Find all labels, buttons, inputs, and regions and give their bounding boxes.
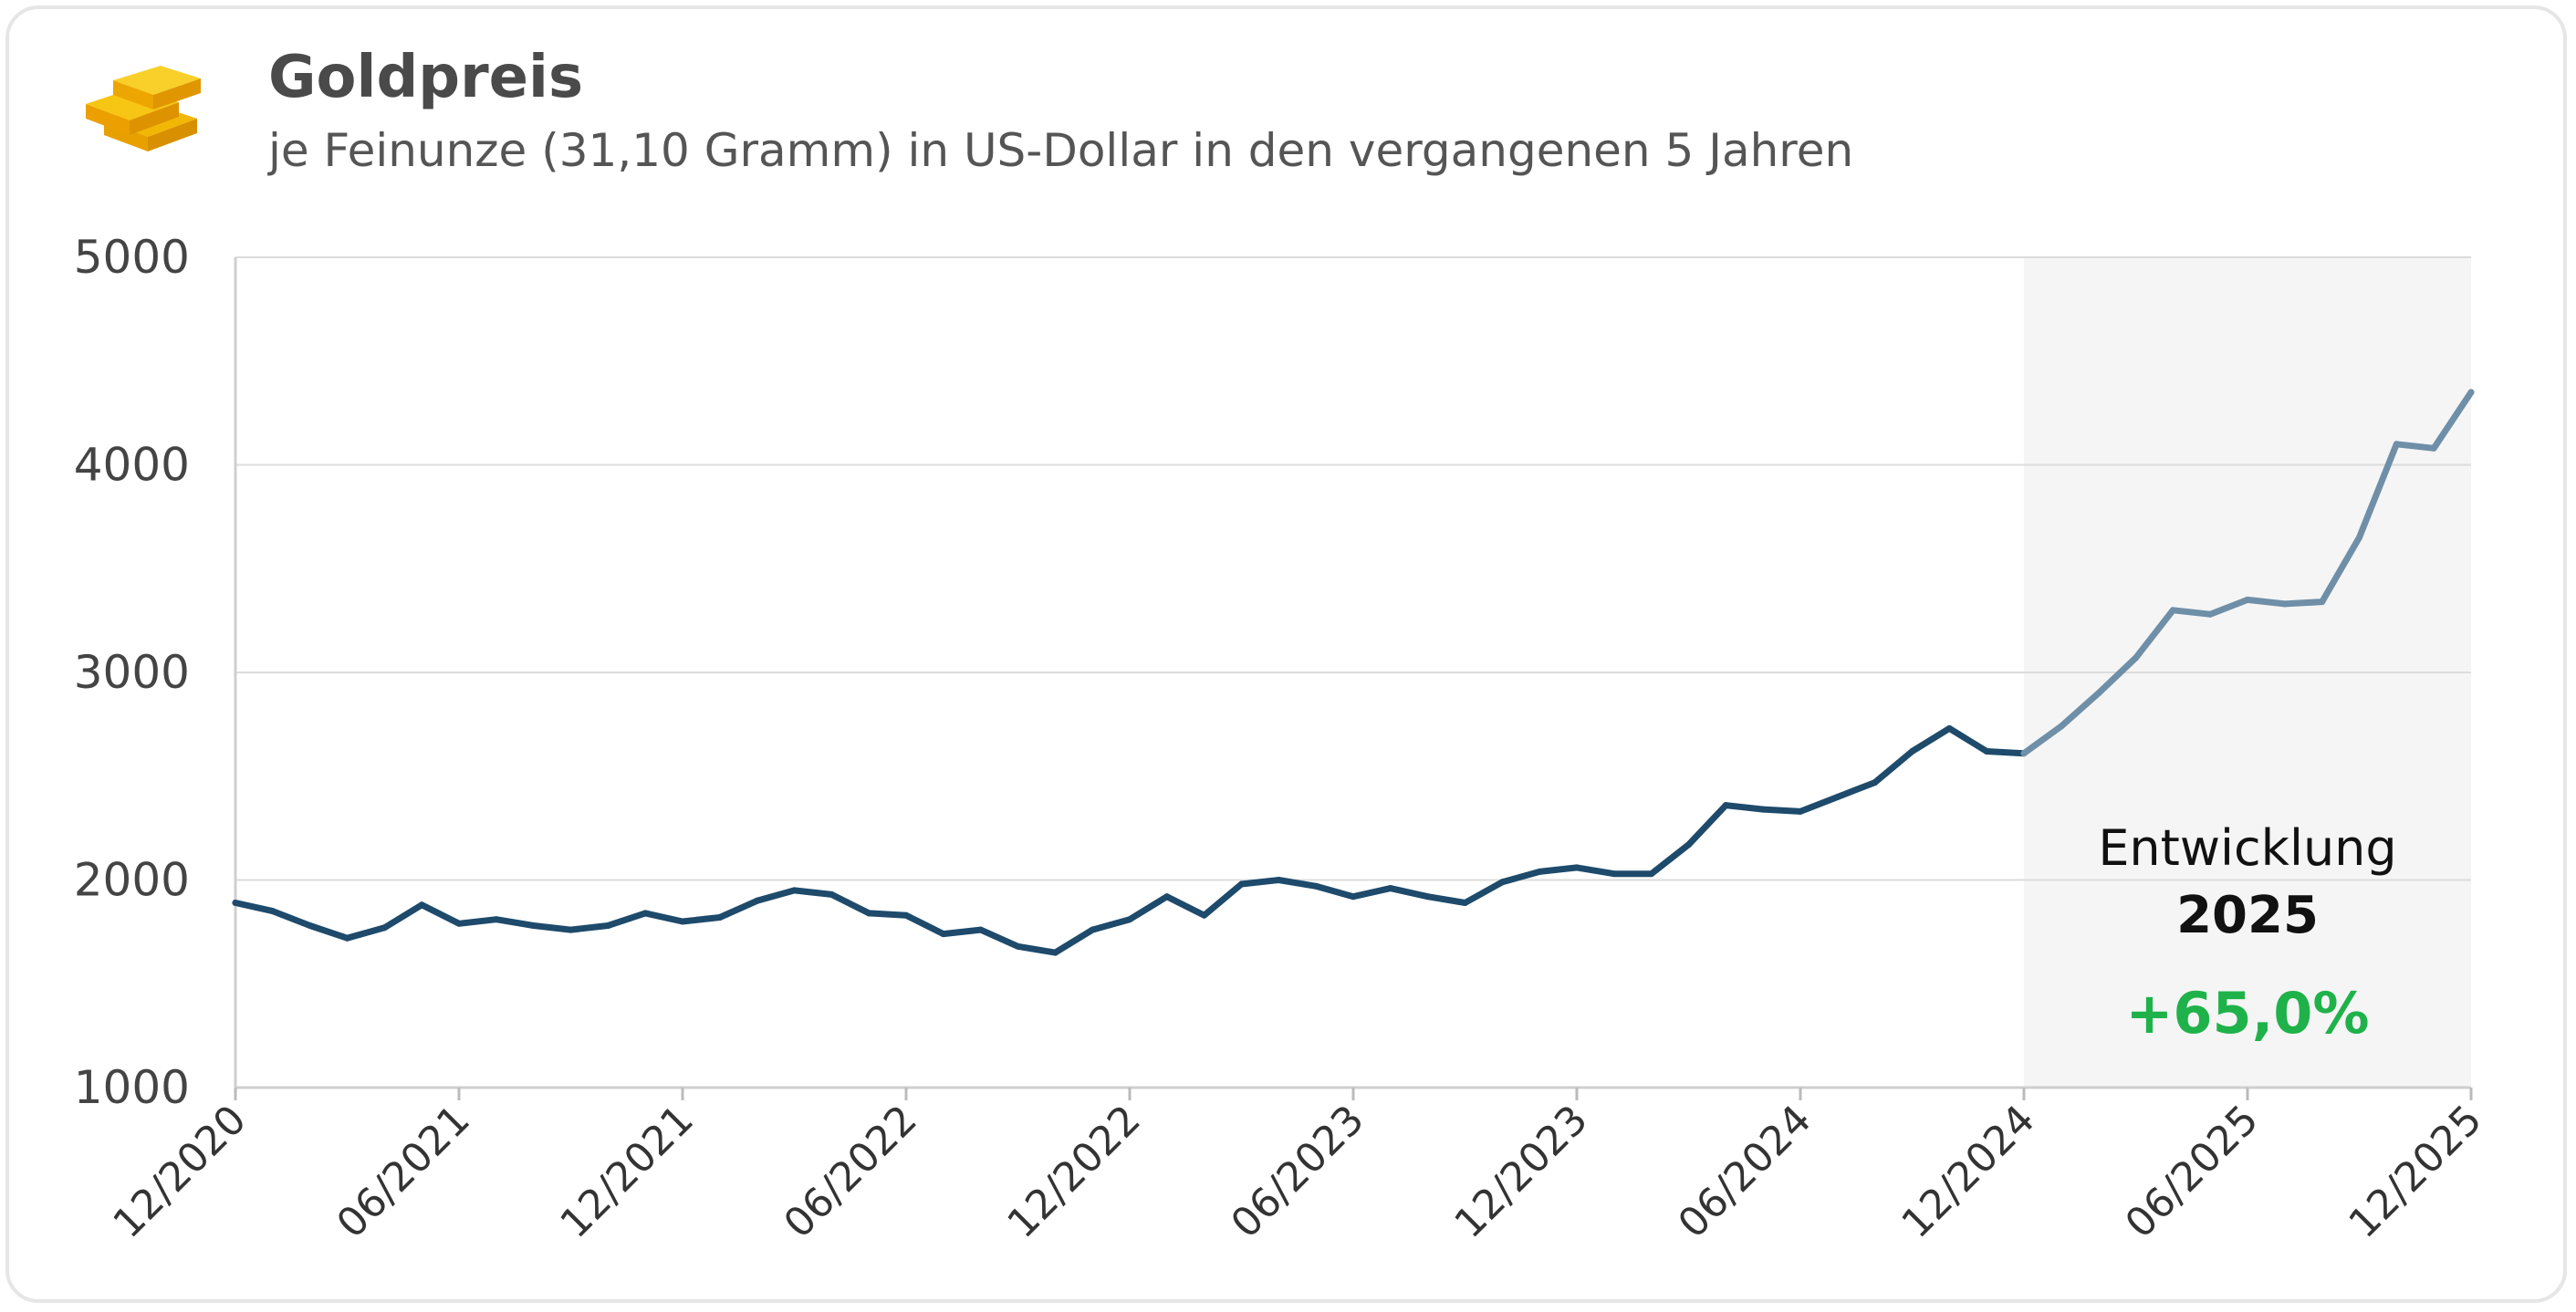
data-point: [418, 901, 425, 909]
data-point: [530, 922, 537, 929]
data-point: [1015, 942, 1021, 950]
data-point: [2356, 534, 2362, 541]
x-tick-label: 06/2021: [328, 1097, 478, 1247]
data-point: [344, 934, 350, 942]
data-point: [2467, 389, 2475, 396]
data-point: [2281, 600, 2289, 608]
x-tick-label: 12/2020: [104, 1097, 255, 1247]
data-point: [865, 910, 872, 917]
data-point: [493, 916, 500, 923]
data-point: [977, 926, 985, 933]
data-point: [1797, 807, 1804, 815]
y-tick-label: 2000: [74, 854, 190, 907]
x-tick-label: 06/2022: [775, 1097, 925, 1247]
data-point: [1722, 802, 1729, 809]
data-point: [1275, 877, 1282, 883]
data-point: [2206, 610, 2214, 618]
data-point: [2020, 750, 2028, 757]
data-point: [1387, 885, 1394, 892]
data-point: [791, 887, 798, 894]
data-point: [940, 931, 947, 938]
data-point: [1312, 882, 1319, 890]
data-point: [754, 897, 761, 904]
x-tick-label: 12/2023: [1445, 1097, 1596, 1247]
data-point: [1089, 926, 1096, 933]
data-point: [307, 922, 314, 929]
data-point: [1350, 893, 1357, 901]
data-point: [1126, 916, 1133, 923]
data-point: [2393, 441, 2400, 448]
data-point: [604, 922, 611, 929]
data-point: [1462, 900, 1468, 906]
data-point: [1424, 893, 1432, 901]
x-tick-label: 06/2024: [1669, 1097, 1820, 1247]
data-point: [2430, 444, 2437, 452]
x-tick-label: 12/2022: [998, 1097, 1149, 1247]
y-tick-label: 1000: [74, 1061, 190, 1114]
x-tick-label: 12/2024: [1893, 1097, 2043, 1247]
data-point: [1536, 868, 1543, 875]
annotation-year: 2025: [2176, 886, 2319, 945]
data-point: [1051, 949, 1059, 956]
data-point: [1759, 806, 1767, 813]
data-point: [1201, 911, 1208, 919]
data-point: [1909, 748, 1915, 755]
data-point: [1983, 748, 1990, 755]
data-point: [902, 911, 910, 919]
gold-bars-icon: [84, 66, 201, 151]
data-point: [568, 926, 574, 933]
data-point: [2244, 596, 2251, 603]
data-point: [381, 924, 388, 932]
data-point: [1685, 841, 1692, 849]
data-point: [2319, 599, 2326, 606]
data-point: [2133, 654, 2139, 661]
y-tick-label: 3000: [74, 646, 190, 699]
chart-subtitle: je Feinunze (31,10 Gramm) in US-Dollar i…: [268, 124, 1854, 177]
data-point: [455, 920, 463, 927]
data-point: [679, 918, 686, 925]
y-tick-label: 4000: [74, 439, 190, 492]
data-point: [1163, 893, 1171, 901]
data-point: [232, 900, 239, 906]
data-point: [1573, 864, 1580, 871]
series-points: [232, 389, 2475, 956]
x-tick-label: 12/2025: [2340, 1097, 2490, 1247]
x-tick-label: 12/2021: [551, 1097, 702, 1247]
data-point: [2169, 607, 2176, 614]
data-point: [1834, 794, 1841, 800]
annotation-change: +65,0%: [2125, 980, 2369, 1046]
chart-title: Goldpreis: [268, 44, 584, 111]
x-tick-label: 06/2023: [1222, 1097, 1372, 1247]
annotation-label: Entwicklung: [2098, 819, 2396, 877]
data-point: [1611, 870, 1618, 878]
y-tick-label: 5000: [74, 231, 190, 284]
data-point: [828, 890, 835, 898]
x-tick-label: 06/2025: [2116, 1097, 2267, 1247]
data-point: [1872, 779, 1879, 786]
y-axis-ticks: 1000 2000 3000 4000 5000: [74, 231, 190, 1114]
data-point: [1238, 880, 1245, 888]
data-point: [716, 914, 724, 921]
x-axis-ticks: 12/2020 06/2021 12/2021 06/2022 12/2022 06/20…: [104, 1088, 2491, 1247]
data-point: [2095, 690, 2102, 697]
data-point: [1648, 870, 1655, 878]
data-point: [641, 910, 649, 917]
data-point: [1945, 724, 1953, 732]
data-point: [1498, 879, 1506, 886]
data-point: [269, 908, 276, 915]
data-point: [2058, 723, 2065, 730]
